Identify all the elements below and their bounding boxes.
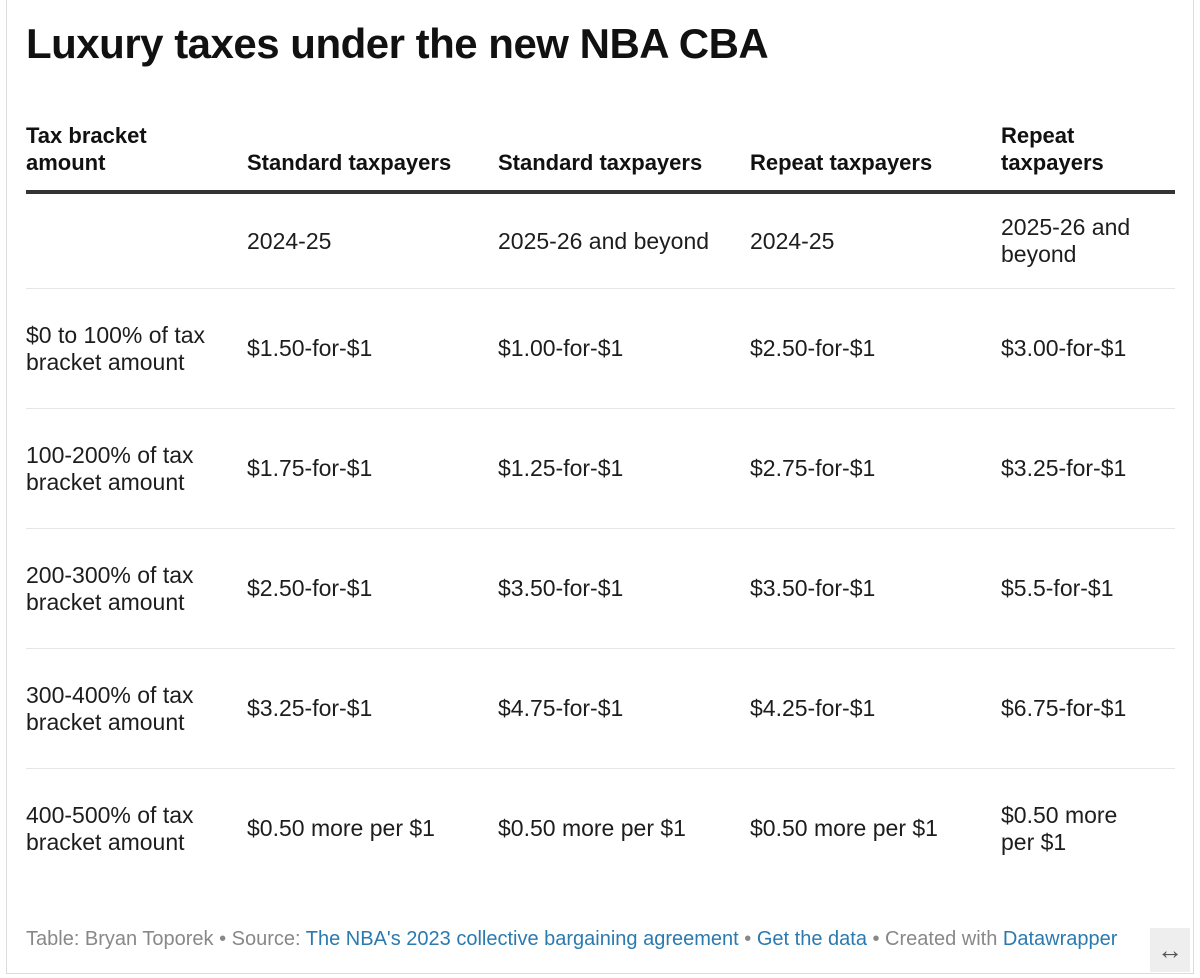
header-row: Tax bracket amount Standard taxpayers St… (26, 112, 1175, 194)
table-cell: $2.50-for-$1 (750, 288, 1001, 409)
chart-title: Luxury taxes under the new NBA CBA (26, 20, 769, 67)
table-cell: $2.75-for-$1 (750, 408, 1001, 529)
chart-frame (6, 0, 1194, 974)
footer-separator: • Created with (866, 928, 1003, 950)
datawrapper-link[interactable]: Datawrapper (1002, 928, 1118, 950)
table-cell: $1.50-for-$1 (247, 288, 498, 409)
table-cell: $2.50-for-$1 (247, 528, 498, 649)
table-row: 300-400% of tax bracket amount $3.25-for… (26, 648, 1175, 769)
table-row: $0 to 100% of tax bracket amount $1.50-f… (26, 288, 1175, 409)
table-cell: $3.25-for-$1 (1001, 408, 1175, 529)
chart-footer: Table: Bryan Toporek • Source: The NBA's… (26, 928, 1117, 951)
table-cell (26, 192, 247, 289)
tax-table: Tax bracket amount Standard taxpayers St… (26, 112, 1175, 888)
table-cell: $4.75-for-$1 (498, 648, 750, 769)
table-cell: 200-300% of tax bracket amount (26, 528, 247, 649)
table-row: 200-300% of tax bracket amount $2.50-for… (26, 528, 1175, 649)
subheader-row: 2024-25 2025-26 and beyond 2024-25 2025-… (26, 192, 1175, 289)
footer-separator: • (738, 928, 757, 950)
table-cell: $0.50 more per $1 (750, 815, 938, 841)
table-cell: $4.25-for-$1 (750, 648, 1001, 769)
source-link[interactable]: The NBA's 2023 collective bargaining agr… (305, 928, 739, 950)
table-cell: $1.25-for-$1 (498, 408, 750, 529)
table-cell: $5.5-for-$1 (1001, 528, 1175, 649)
table-cell: $3.50-for-$1 (750, 528, 1001, 649)
table-cell: 2025-26 and beyond (498, 192, 750, 289)
table-cell: 2025-26 and beyond (1001, 192, 1175, 289)
table-cell: $0.50 more per $1 (247, 815, 435, 841)
table-cell: $3.25-for-$1 (247, 648, 498, 769)
footer-credit: Table: Bryan Toporek • Source: (26, 928, 306, 950)
column-header[interactable]: Standard taxpayers (247, 112, 498, 194)
table-cell: 100-200% of tax bracket amount (26, 408, 247, 529)
table-cell: $3.50-for-$1 (498, 528, 750, 649)
column-header[interactable]: Repeat taxpayers (750, 112, 1001, 194)
table-row: 400-500% of tax bracket amount $0.50 mor… (26, 769, 1175, 889)
table-cell: $1.75-for-$1 (247, 408, 498, 529)
table-cell: $0 to 100% of tax bracket amount (26, 288, 247, 409)
column-header[interactable]: Repeat taxpayers (1001, 112, 1175, 194)
table-cell: 2024-25 (750, 192, 1001, 289)
column-header[interactable]: Standard taxpayers (498, 112, 750, 194)
table-cell: 2024-25 (247, 192, 498, 289)
table-cell: $3.00-for-$1 (1001, 288, 1175, 409)
table-row: 100-200% of tax bracket amount $1.75-for… (26, 408, 1175, 529)
table-cell: $0.50 more per $1 (1001, 801, 1118, 855)
table-cell: $0.50 more per $1 (498, 815, 686, 841)
table-cell: 400-500% of tax bracket amount (26, 801, 194, 855)
table-cell: $6.75-for-$1 (1001, 648, 1175, 769)
get-data-link[interactable]: Get the data (756, 928, 867, 950)
column-header[interactable]: Tax bracket amount (26, 112, 247, 194)
resize-arrows-icon[interactable]: ↔ (1150, 928, 1190, 972)
table-cell: 300-400% of tax bracket amount (26, 648, 247, 769)
table-cell: $1.00-for-$1 (498, 288, 750, 409)
